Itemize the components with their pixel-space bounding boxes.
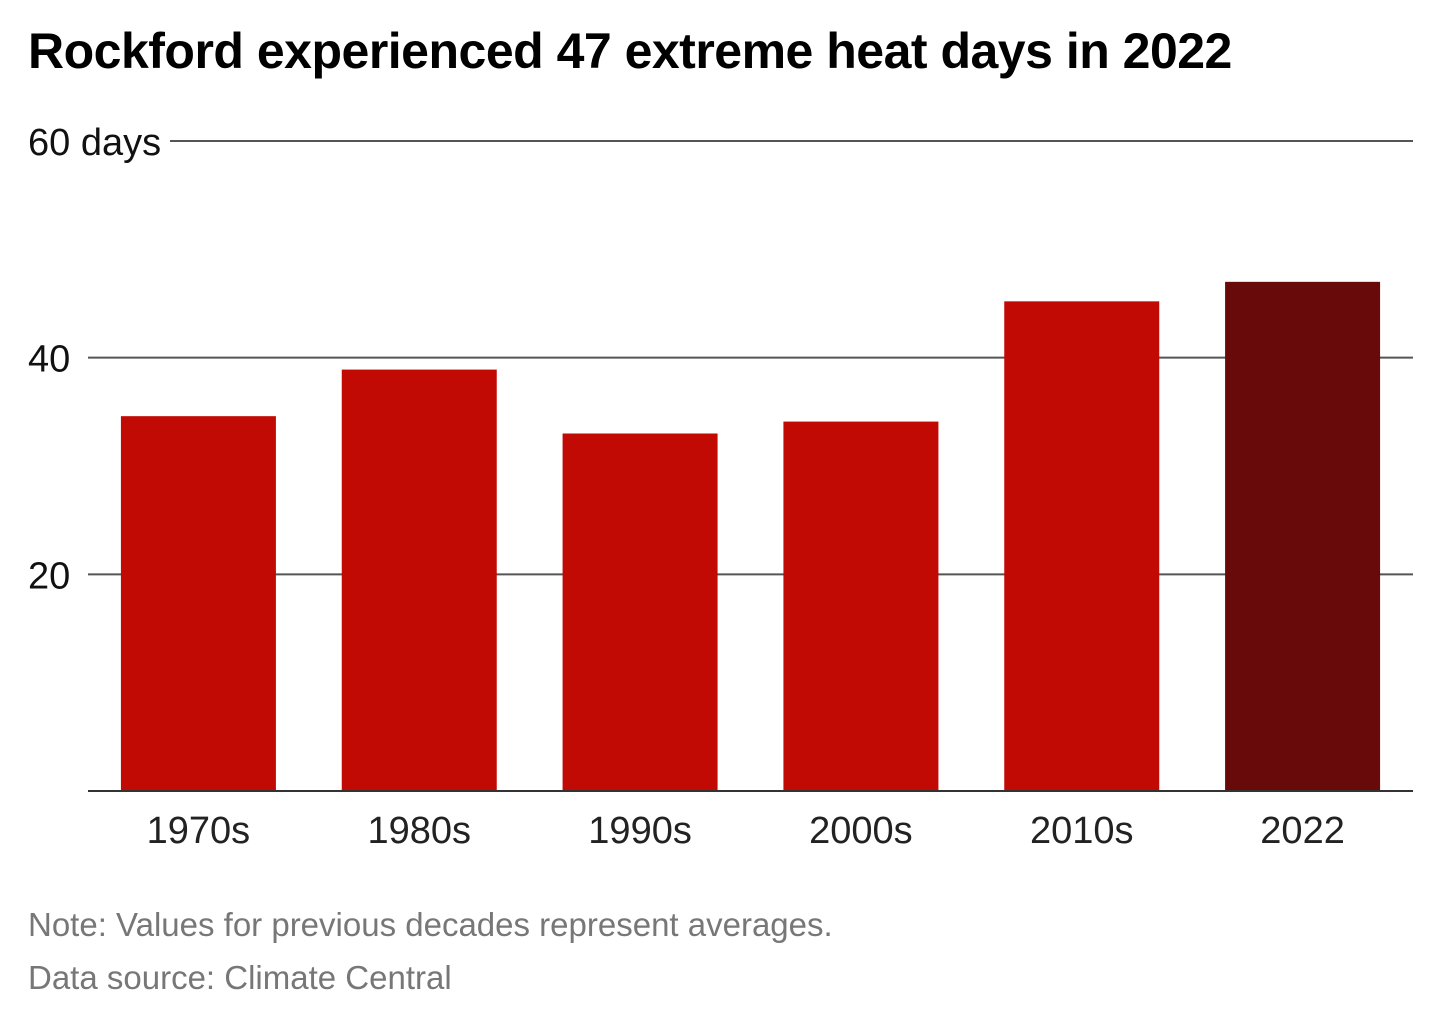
- y-tick-label: 40: [28, 339, 70, 381]
- y-tick-label: 60 days: [28, 122, 161, 164]
- data-source: Data source: Climate Central: [28, 959, 452, 996]
- bar-2000s: [783, 421, 939, 791]
- x-tick-label: 1990s: [588, 810, 692, 852]
- bars: [120, 281, 1381, 791]
- bar-1970s: [120, 416, 276, 791]
- bar-2010s: [1004, 301, 1160, 791]
- chart-title: Rockford experienced 47 extreme heat day…: [28, 23, 1232, 79]
- chart-note: Note: Values for previous decades repres…: [28, 906, 833, 943]
- gridlines: [88, 140, 1413, 576]
- x-tick-label: 2022: [1260, 810, 1345, 852]
- x-tick-label: 2010s: [1030, 810, 1134, 852]
- bar-1980s: [341, 369, 497, 791]
- y-tick-labels: 20 40 60 days: [28, 122, 161, 597]
- y-tick-label: 20: [28, 555, 70, 597]
- bar-2022: [1225, 281, 1381, 791]
- x-tick-labels: 1970s 1980s 1990s 2000s 2010s 2022: [147, 810, 1345, 852]
- bar-chart: 20 40 60 days 1970s 1980s 1990s 2000s 2010s 202…: [28, 122, 1413, 852]
- x-tick-label: 1970s: [147, 810, 251, 852]
- x-tick-label: 1980s: [367, 810, 471, 852]
- bar-1990s: [562, 433, 718, 791]
- x-tick-label: 2000s: [809, 810, 913, 852]
